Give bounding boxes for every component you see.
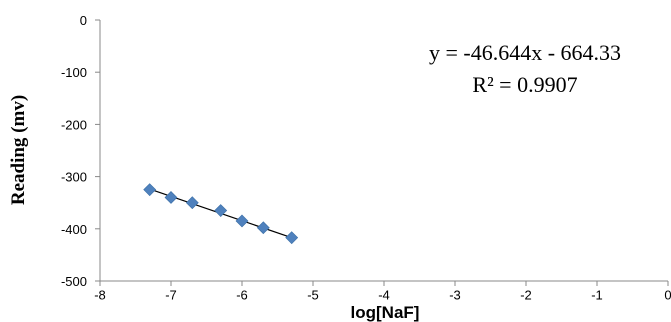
x-tick-label: -1	[591, 288, 603, 303]
x-tick-label: -4	[378, 288, 390, 303]
y-axis-title: Reading (mv)	[8, 95, 29, 205]
data-point	[285, 231, 299, 245]
data-points	[143, 183, 299, 245]
data-point	[143, 183, 157, 197]
y-tick-label: -500	[61, 274, 87, 289]
data-point	[256, 221, 270, 235]
x-tick-label: -5	[307, 288, 319, 303]
x-tick-label: -2	[520, 288, 532, 303]
data-point	[235, 214, 249, 228]
y-tick-label: -100	[61, 65, 87, 80]
r-squared-label: R² = 0.9907	[472, 72, 577, 97]
x-tick-label: -6	[236, 288, 248, 303]
y-ticks: 0 -100 -200 -300 -400 -500	[61, 13, 100, 289]
y-tick-label: 0	[80, 13, 87, 28]
data-point	[185, 196, 199, 210]
y-tick-label: -200	[61, 117, 87, 132]
y-tick-label: -300	[61, 170, 87, 185]
x-tick-label: -8	[94, 288, 106, 303]
x-tick-label: -7	[165, 288, 177, 303]
x-tick-label: 0	[664, 288, 671, 303]
y-tick-label: -400	[61, 222, 87, 237]
x-axis-title: log[NaF]	[351, 303, 420, 322]
data-point	[164, 191, 178, 204]
x-ticks: -8 -7 -6 -5 -4 -3 -2 -1 0	[94, 281, 671, 303]
x-tick-label: -3	[449, 288, 461, 303]
trendline-equation: y = -46.644x - 664.33	[429, 40, 621, 65]
data-point	[214, 204, 228, 217]
